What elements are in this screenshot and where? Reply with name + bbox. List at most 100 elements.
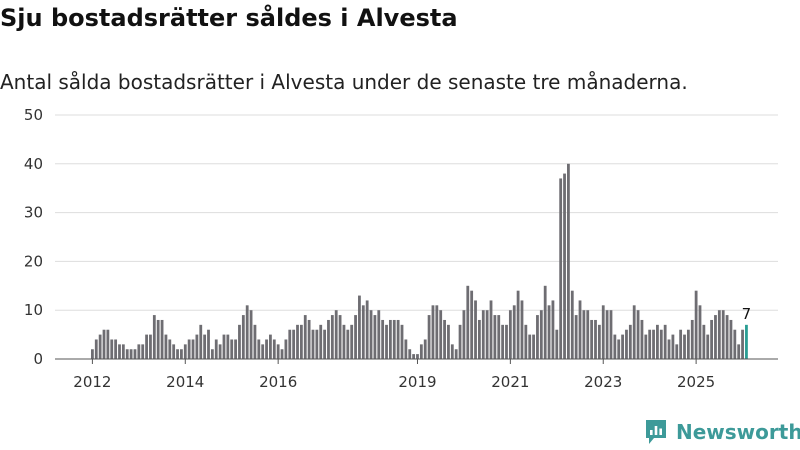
bar bbox=[590, 319, 594, 359]
bar bbox=[625, 329, 628, 359]
bar bbox=[195, 334, 199, 359]
bar bbox=[462, 310, 466, 359]
bar bbox=[729, 319, 733, 359]
bar bbox=[203, 334, 207, 359]
bar bbox=[234, 339, 237, 359]
bar bbox=[690, 319, 694, 359]
bar bbox=[710, 319, 713, 359]
bar bbox=[458, 324, 462, 359]
bar bbox=[497, 315, 501, 359]
bar bbox=[501, 324, 505, 359]
bar bbox=[249, 310, 253, 359]
x-tick-label: 2025 bbox=[677, 373, 715, 391]
bar bbox=[679, 329, 683, 359]
bar bbox=[536, 315, 539, 359]
bar bbox=[98, 334, 102, 359]
bar bbox=[636, 310, 640, 359]
bar bbox=[280, 349, 284, 359]
y-tick-label: 50 bbox=[24, 106, 43, 124]
bar bbox=[404, 339, 408, 359]
bar bbox=[110, 339, 114, 359]
y-tick-label: 30 bbox=[24, 204, 43, 222]
bar bbox=[528, 334, 532, 359]
newsworthy-logo[interactable]: Newsworthy bbox=[644, 419, 800, 445]
bar bbox=[439, 310, 443, 359]
bar bbox=[586, 310, 590, 359]
bar bbox=[737, 344, 741, 359]
bar bbox=[145, 334, 148, 359]
bar bbox=[94, 339, 98, 359]
bar bbox=[241, 315, 245, 359]
bar bbox=[508, 310, 512, 359]
bar bbox=[617, 339, 621, 359]
bar bbox=[164, 334, 168, 359]
bar bbox=[597, 324, 601, 359]
bar bbox=[659, 329, 663, 359]
bar bbox=[466, 285, 470, 359]
bar bbox=[644, 334, 648, 359]
y-tick-label: 10 bbox=[24, 301, 43, 319]
bar bbox=[559, 178, 563, 359]
bar bbox=[520, 300, 524, 359]
newsworthy-logo-icon bbox=[646, 420, 666, 444]
bar bbox=[443, 319, 446, 359]
bar bbox=[388, 319, 392, 359]
bar bbox=[547, 305, 551, 359]
bar bbox=[102, 329, 106, 359]
bar bbox=[493, 315, 497, 359]
bar bbox=[160, 319, 164, 359]
bar bbox=[551, 300, 555, 359]
bar bbox=[435, 305, 439, 359]
bar bbox=[412, 354, 416, 359]
bar bbox=[129, 349, 133, 359]
bar bbox=[578, 300, 582, 359]
bar bbox=[683, 334, 686, 359]
x-tick-label: 2012 bbox=[73, 373, 111, 391]
bar bbox=[257, 339, 261, 359]
bar bbox=[373, 315, 377, 359]
bar bbox=[327, 319, 330, 359]
bar bbox=[261, 344, 265, 359]
bar bbox=[652, 329, 655, 359]
bar bbox=[106, 329, 110, 359]
bar bbox=[91, 349, 94, 359]
bar bbox=[315, 329, 319, 359]
bar bbox=[745, 324, 748, 359]
bar bbox=[222, 334, 226, 359]
chart-subtitle: Antal sålda bostadsrätter i Alvesta unde… bbox=[0, 70, 688, 94]
bar bbox=[505, 324, 508, 359]
bar bbox=[392, 319, 396, 359]
bar bbox=[296, 324, 299, 359]
bar bbox=[149, 334, 152, 359]
bar bbox=[245, 305, 249, 359]
bar bbox=[427, 315, 431, 359]
bar bbox=[570, 290, 574, 359]
bar bbox=[594, 319, 597, 359]
bar bbox=[605, 310, 609, 359]
bar bbox=[365, 300, 369, 359]
x-tick-label: 2014 bbox=[166, 373, 204, 391]
bar bbox=[706, 334, 710, 359]
bar bbox=[284, 339, 288, 359]
bar bbox=[346, 329, 350, 359]
bar bbox=[454, 349, 458, 359]
brand-name: Newsworthy bbox=[676, 420, 800, 444]
x-tick-label: 2023 bbox=[584, 373, 622, 391]
bar bbox=[539, 310, 543, 359]
bar bbox=[152, 315, 156, 359]
bar bbox=[358, 295, 361, 359]
bar bbox=[156, 319, 160, 359]
bar bbox=[191, 339, 195, 359]
bar bbox=[323, 329, 326, 359]
bar bbox=[385, 324, 388, 359]
bar bbox=[334, 310, 338, 359]
bar bbox=[276, 344, 280, 359]
bar bbox=[555, 329, 559, 359]
bar bbox=[702, 324, 706, 359]
bar bbox=[141, 344, 145, 359]
bar bbox=[714, 315, 717, 359]
bar bbox=[238, 324, 241, 359]
bar bbox=[725, 315, 729, 359]
bar bbox=[694, 290, 698, 359]
